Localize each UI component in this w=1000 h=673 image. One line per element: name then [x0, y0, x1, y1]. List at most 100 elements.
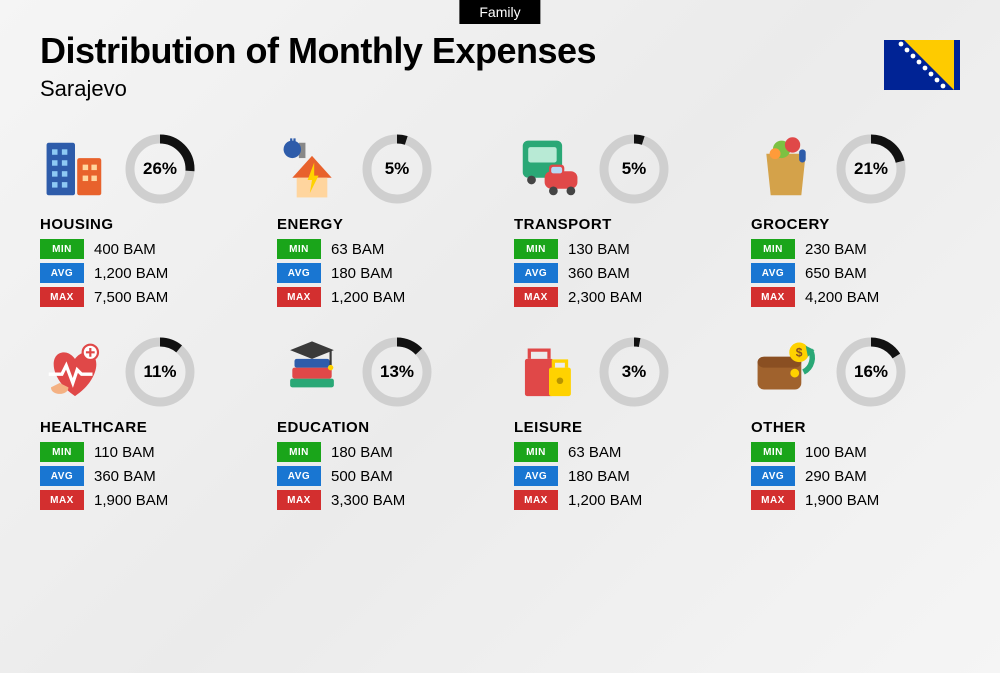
stat-row-avg: AVG 290 BAM: [751, 466, 960, 486]
avg-value: 360 BAM: [94, 468, 156, 485]
stat-row-max: MAX 1,900 BAM: [40, 490, 249, 510]
max-badge: MAX: [277, 287, 321, 307]
grocery-icon: [751, 134, 821, 204]
other-icon: $: [751, 337, 821, 407]
max-badge: MAX: [751, 287, 795, 307]
stats-block: MIN 63 BAM AVG 180 BAM MAX 1,200 BAM: [514, 442, 723, 510]
category-tag: Family: [459, 0, 540, 24]
category-name: GROCERY: [751, 216, 960, 233]
percent-label: 13%: [361, 336, 433, 408]
expense-card: 5% TRANSPORT MIN 130 BAM AVG 360 BAM MAX…: [514, 132, 723, 311]
category-name: HOUSING: [40, 216, 249, 233]
min-value: 230 BAM: [805, 241, 867, 258]
min-badge: MIN: [514, 442, 558, 462]
percent-ring: 5%: [598, 133, 670, 205]
max-badge: MAX: [40, 287, 84, 307]
avg-badge: AVG: [277, 466, 321, 486]
category-name: EDUCATION: [277, 419, 486, 436]
stats-block: MIN 100 BAM AVG 290 BAM MAX 1,900 BAM: [751, 442, 960, 510]
avg-value: 650 BAM: [805, 265, 867, 282]
education-icon: [277, 337, 347, 407]
avg-value: 180 BAM: [568, 468, 630, 485]
min-badge: MIN: [751, 239, 795, 259]
expense-card: 26% HOUSING MIN 400 BAM AVG 1,200 BAM MA…: [40, 132, 249, 311]
min-badge: MIN: [751, 442, 795, 462]
min-value: 130 BAM: [568, 241, 630, 258]
stat-row-min: MIN 63 BAM: [514, 442, 723, 462]
percent-ring: 13%: [361, 336, 433, 408]
stat-row-min: MIN 130 BAM: [514, 239, 723, 259]
max-badge: MAX: [514, 490, 558, 510]
percent-ring: 11%: [124, 336, 196, 408]
max-value: 7,500 BAM: [94, 289, 168, 306]
stat-row-max: MAX 1,200 BAM: [277, 287, 486, 307]
healthcare-icon: [40, 337, 110, 407]
transport-icon: [514, 134, 584, 204]
max-badge: MAX: [277, 490, 321, 510]
stats-block: MIN 110 BAM AVG 360 BAM MAX 1,900 BAM: [40, 442, 249, 510]
min-value: 63 BAM: [331, 241, 384, 258]
stats-block: MIN 130 BAM AVG 360 BAM MAX 2,300 BAM: [514, 239, 723, 307]
avg-badge: AVG: [40, 263, 84, 283]
stat-row-max: MAX 4,200 BAM: [751, 287, 960, 307]
housing-icon: [40, 134, 110, 204]
category-name: ENERGY: [277, 216, 486, 233]
stat-row-min: MIN 400 BAM: [40, 239, 249, 259]
avg-badge: AVG: [514, 466, 558, 486]
leisure-icon: [514, 337, 584, 407]
avg-badge: AVG: [277, 263, 321, 283]
max-value: 4,200 BAM: [805, 289, 879, 306]
stat-row-max: MAX 7,500 BAM: [40, 287, 249, 307]
avg-value: 360 BAM: [568, 265, 630, 282]
category-name: TRANSPORT: [514, 216, 723, 233]
max-value: 2,300 BAM: [568, 289, 642, 306]
stat-row-avg: AVG 360 BAM: [514, 263, 723, 283]
max-badge: MAX: [514, 287, 558, 307]
stat-row-max: MAX 2,300 BAM: [514, 287, 723, 307]
avg-value: 1,200 BAM: [94, 265, 168, 282]
percent-ring: 26%: [124, 133, 196, 205]
percent-label: 5%: [361, 133, 433, 205]
stat-row-avg: AVG 650 BAM: [751, 263, 960, 283]
stat-row-avg: AVG 500 BAM: [277, 466, 486, 486]
min-value: 400 BAM: [94, 241, 156, 258]
percent-label: 26%: [124, 133, 196, 205]
stats-block: MIN 400 BAM AVG 1,200 BAM MAX 7,500 BAM: [40, 239, 249, 307]
percent-label: 21%: [835, 133, 907, 205]
stat-row-avg: AVG 360 BAM: [40, 466, 249, 486]
expense-card: $ 16% OTHER MIN 100 BAM AVG 290 BAM MAX: [751, 335, 960, 514]
category-name: LEISURE: [514, 419, 723, 436]
flag-bosnia-icon: [884, 40, 960, 90]
stats-block: MIN 63 BAM AVG 180 BAM MAX 1,200 BAM: [277, 239, 486, 307]
expense-card: 11% HEALTHCARE MIN 110 BAM AVG 360 BAM M…: [40, 335, 249, 514]
energy-icon: [277, 134, 347, 204]
svg-text:$: $: [796, 346, 803, 360]
stat-row-avg: AVG 180 BAM: [277, 263, 486, 283]
page-subtitle: Sarajevo: [40, 76, 960, 102]
max-value: 1,900 BAM: [94, 492, 168, 509]
category-name: HEALTHCARE: [40, 419, 249, 436]
avg-value: 290 BAM: [805, 468, 867, 485]
stat-row-min: MIN 110 BAM: [40, 442, 249, 462]
avg-badge: AVG: [40, 466, 84, 486]
stat-row-max: MAX 1,200 BAM: [514, 490, 723, 510]
expense-card: 3% LEISURE MIN 63 BAM AVG 180 BAM MAX 1,…: [514, 335, 723, 514]
max-value: 1,200 BAM: [331, 289, 405, 306]
percent-label: 16%: [835, 336, 907, 408]
stat-row-min: MIN 180 BAM: [277, 442, 486, 462]
expenses-grid: 26% HOUSING MIN 400 BAM AVG 1,200 BAM MA…: [40, 132, 960, 514]
expense-card: 21% GROCERY MIN 230 BAM AVG 650 BAM MAX …: [751, 132, 960, 311]
expense-card: 13% EDUCATION MIN 180 BAM AVG 500 BAM MA…: [277, 335, 486, 514]
page-title: Distribution of Monthly Expenses: [40, 30, 960, 72]
min-badge: MIN: [514, 239, 558, 259]
stat-row-avg: AVG 1,200 BAM: [40, 263, 249, 283]
max-value: 3,300 BAM: [331, 492, 405, 509]
avg-badge: AVG: [751, 466, 795, 486]
max-value: 1,900 BAM: [805, 492, 879, 509]
expense-card: 5% ENERGY MIN 63 BAM AVG 180 BAM MAX 1,2…: [277, 132, 486, 311]
stat-row-max: MAX 1,900 BAM: [751, 490, 960, 510]
stat-row-min: MIN 63 BAM: [277, 239, 486, 259]
avg-value: 180 BAM: [331, 265, 393, 282]
stat-row-avg: AVG 180 BAM: [514, 466, 723, 486]
percent-label: 11%: [124, 336, 196, 408]
